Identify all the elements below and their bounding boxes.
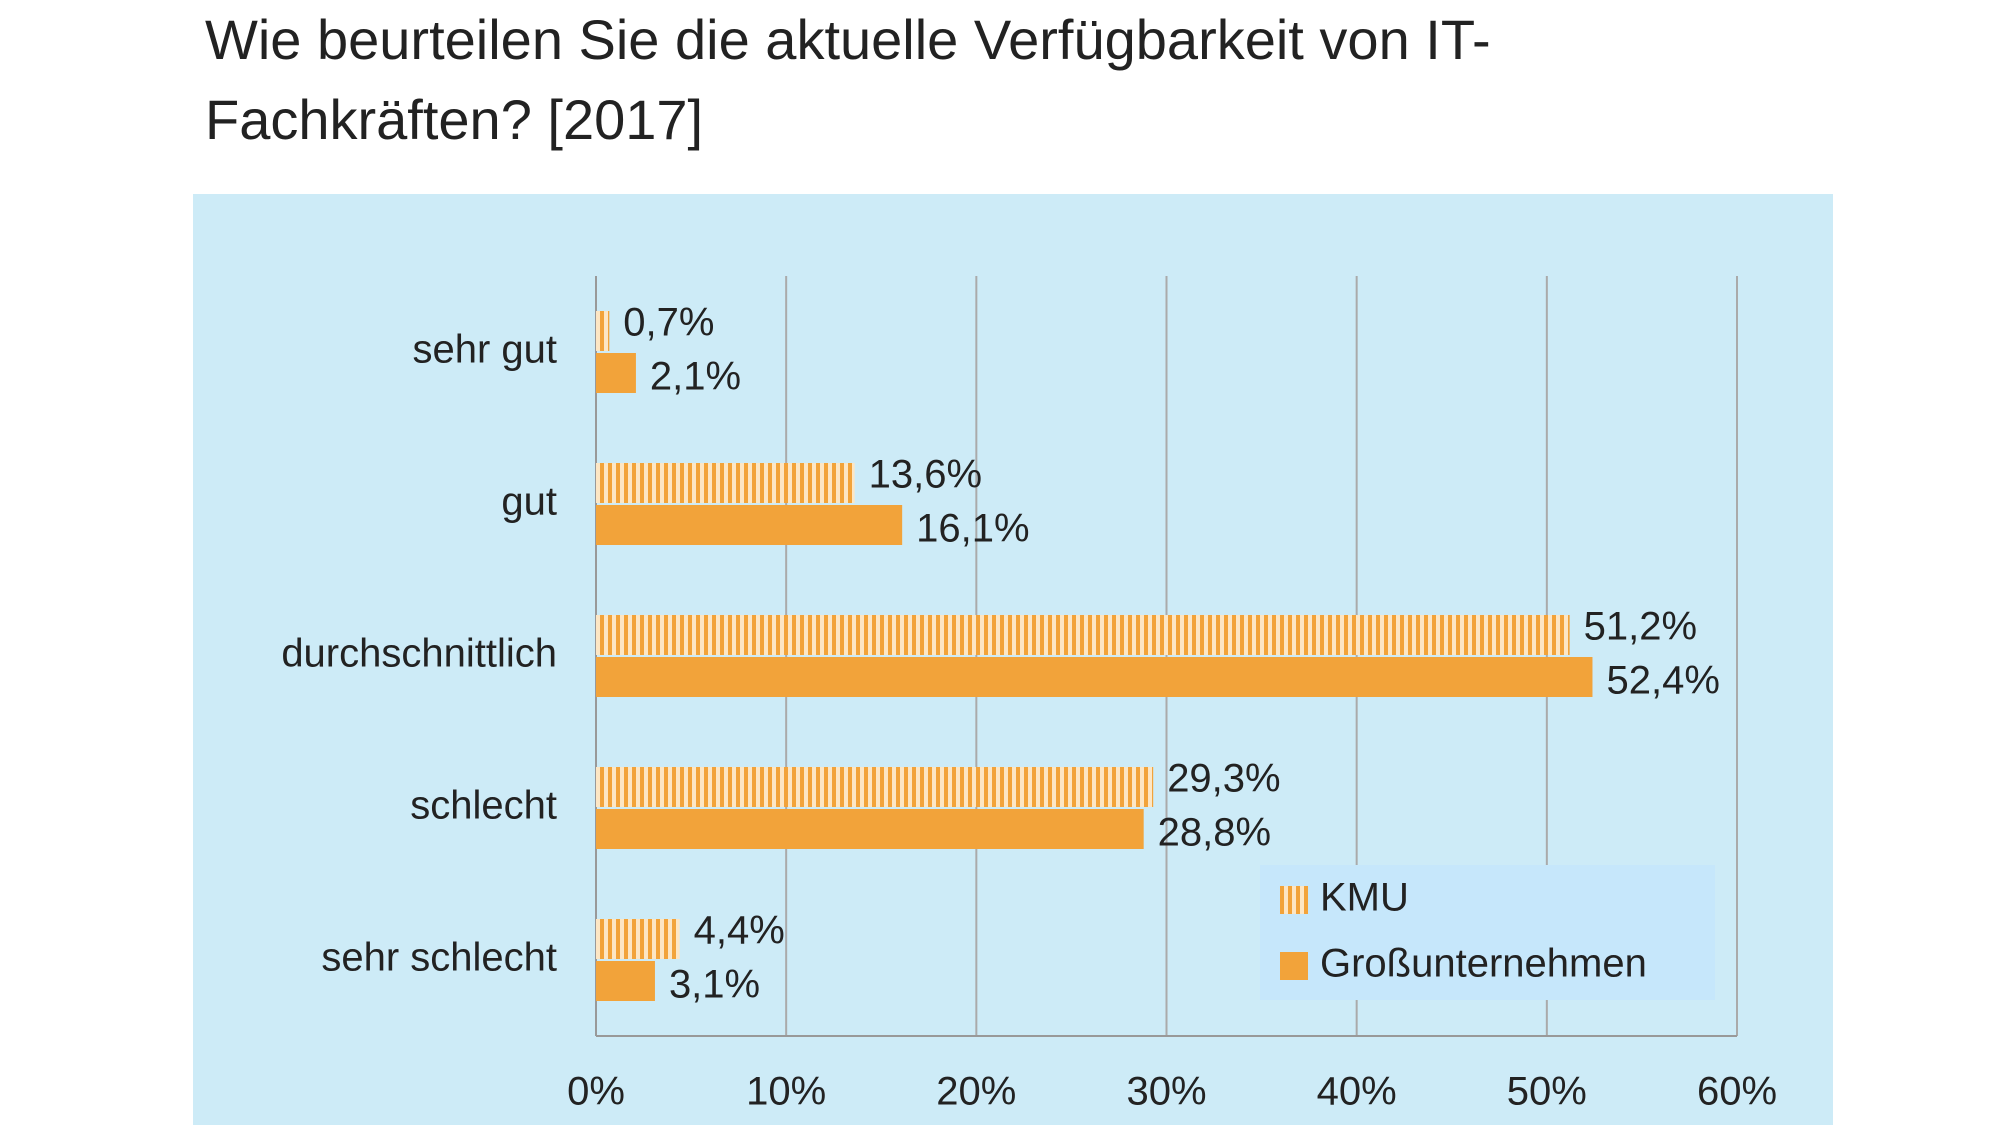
bar [596,657,1593,697]
data-label: 0,7% [623,301,714,345]
legend-label: KMU [1320,876,1409,920]
data-label: 16,1% [916,507,1029,551]
bar [596,311,610,351]
data-label: 2,1% [650,355,741,399]
bar [596,505,903,545]
bar [596,463,855,503]
data-label: 13,6% [869,453,982,497]
y-tick-label: sehr schlecht [321,936,557,980]
legend-label: Großunternehmen [1320,942,1647,986]
x-tick-label: 20% [936,1070,1016,1114]
legend-swatch [1280,886,1308,914]
x-tick-label: 40% [1317,1070,1397,1114]
y-tick-label: sehr gut [412,328,557,372]
x-tick-label: 30% [1126,1070,1206,1114]
y-tick-label: gut [501,480,557,524]
y-tick-label: schlecht [410,784,557,828]
y-tick-label: durchschnittlich [281,632,557,676]
bar [596,767,1154,807]
x-tick-label: 10% [746,1070,826,1114]
data-label: 52,4% [1606,659,1719,703]
legend-box [1260,865,1715,1000]
bar [596,615,1570,655]
x-tick-label: 60% [1697,1070,1777,1114]
bar [596,809,1144,849]
bar [596,353,636,393]
bar [596,961,655,1001]
chart-title: Wie beurteilen Sie die aktuelle Verfügba… [205,8,1491,151]
data-label: 51,2% [1584,605,1697,649]
legend-swatch [1280,952,1308,980]
bar [596,919,680,959]
data-label: 29,3% [1167,757,1280,801]
x-tick-label: 0% [567,1070,625,1114]
data-label: 28,8% [1158,811,1271,855]
data-label: 4,4% [694,909,785,953]
data-label: 3,1% [669,963,760,1007]
x-tick-label: 50% [1507,1070,1587,1114]
